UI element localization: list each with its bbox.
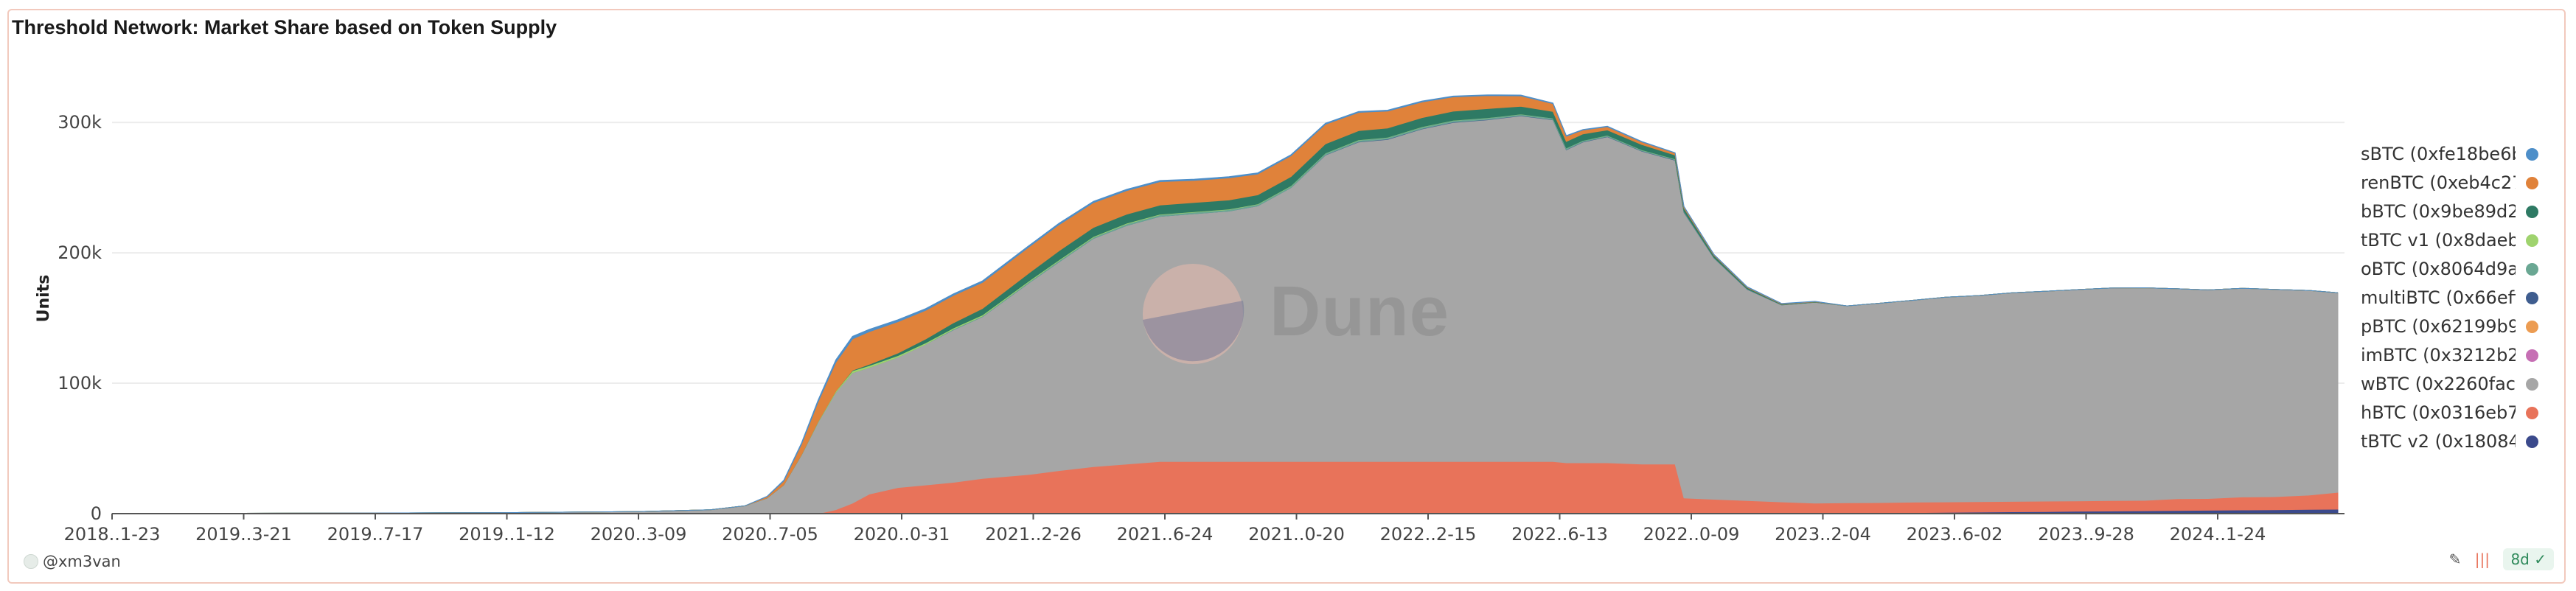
chart-title: Threshold Network: Market Share based on…	[12, 16, 557, 38]
legend-item[interactable]: imBTC (0x3212b2	[2356, 345, 2570, 374]
author-name: @xm3van	[43, 553, 121, 570]
legend-item[interactable]: hBTC (0x0316eb7	[2356, 402, 2570, 431]
legend-item[interactable]: tBTC v1 (0x8daeba	[2356, 230, 2570, 259]
age-text: 8d	[2510, 550, 2530, 568]
chart-legend: sBTC (0xfe18be6b renBTC (0xeb4c27 bBTC (0x…	[2356, 144, 2570, 460]
legend-label: wBTC (0x2260fac	[2361, 374, 2516, 394]
y-tick-label: 200k	[58, 242, 102, 263]
legend-label: hBTC (0x0316eb7	[2361, 402, 2516, 423]
x-tick-label: 2023..9-28	[2038, 524, 2134, 545]
legend-item[interactable]: tBTC v2 (0x18084	[2356, 431, 2570, 460]
legend-swatch	[2526, 407, 2538, 419]
footer-actions: ✎ ||| 8d ✓	[2439, 548, 2554, 573]
legend-swatch	[2526, 177, 2538, 189]
legend-label: tBTC v1 (0x8daeba	[2361, 230, 2516, 251]
legend-item[interactable]: renBTC (0xeb4c27	[2356, 172, 2570, 201]
dune-watermark: Dune	[1141, 262, 1473, 366]
legend-item[interactable]: bBTC (0x9be89d2	[2356, 201, 2570, 230]
legend-label: pBTC (0x62199b9	[2361, 316, 2516, 337]
x-tick-label: 2021..6-24	[1117, 524, 1214, 545]
y-tick-label: 0	[91, 503, 102, 524]
y-axis-ticks: 0 100k 200k 300k	[58, 112, 102, 524]
x-tick-label: 2022..0-09	[1643, 524, 1740, 545]
legend-label: tBTC v2 (0x18084	[2361, 431, 2516, 452]
legend-label: imBTC (0x3212b2	[2361, 345, 2516, 366]
x-tick-label: 2019..3-21	[195, 524, 292, 545]
x-tick-label: 2019..7-17	[327, 524, 424, 545]
edit-icon[interactable]: ✎	[2448, 550, 2462, 568]
legend-label: multiBTC (0x66eff	[2361, 287, 2516, 308]
x-tick-label: 2021..0-20	[1248, 524, 1345, 545]
x-tick-label: 2022..6-13	[1511, 524, 1608, 545]
legend-swatch	[2526, 292, 2538, 304]
x-tick-label: 2019..1-12	[459, 524, 555, 545]
legend-label: renBTC (0xeb4c27	[2361, 172, 2516, 193]
legend-swatch	[2526, 206, 2538, 218]
legend-label: sBTC (0xfe18be6b	[2361, 144, 2516, 164]
legend-item[interactable]: wBTC (0x2260fac	[2356, 374, 2570, 402]
x-tick-label: 2020..0-31	[854, 524, 950, 545]
legend-swatch	[2526, 234, 2538, 247]
legend-item[interactable]: pBTC (0x62199b9	[2356, 316, 2570, 345]
legend-swatch	[2526, 436, 2538, 448]
x-tick-label: 2020..3-09	[591, 524, 687, 545]
x-tick-label: 2018..1-23	[64, 524, 161, 545]
legend-item[interactable]: oBTC (0x8064d9a	[2356, 259, 2570, 287]
x-tick-label: 2024..1-24	[2170, 524, 2266, 545]
legend-swatch	[2526, 321, 2538, 333]
x-tick-label: 2020..7-05	[722, 524, 818, 545]
legend-item[interactable]: multiBTC (0x66eff	[2356, 287, 2570, 316]
dune-watermark-text: Dune	[1270, 272, 1449, 351]
legend-label: bBTC (0x9be89d2	[2361, 201, 2516, 222]
x-tick-label: 2023..6-02	[1907, 524, 2003, 545]
avatar	[24, 554, 38, 569]
dune-logo-icon	[1143, 264, 1245, 364]
legend-swatch	[2526, 263, 2538, 276]
legend-swatch	[2526, 148, 2538, 161]
y-axis-label: Units	[35, 275, 53, 323]
y-tick-label: 300k	[58, 112, 102, 133]
bars-icon[interactable]: |||	[2474, 550, 2490, 568]
legend-label: oBTC (0x8064d9a	[2361, 259, 2516, 279]
legend-swatch	[2526, 349, 2538, 362]
x-axis-ticks: 2018..1-23 2019..3-21 2019..7-17 2019..1-12…	[64, 514, 2266, 545]
x-tick-label: 2022..2-15	[1380, 524, 1477, 545]
y-tick-label: 100k	[58, 373, 102, 394]
area-series-sbtc[interactable]	[111, 94, 2339, 514]
x-tick-label: 2023..2-04	[1775, 524, 1871, 545]
x-tick-label: 2021..2-26	[985, 524, 1082, 545]
age-badge[interactable]: 8d ✓	[2503, 548, 2554, 570]
legend-swatch	[2526, 378, 2538, 391]
author-credit[interactable]: @xm3van	[24, 553, 121, 570]
legend-item[interactable]: sBTC (0xfe18be6b	[2356, 144, 2570, 172]
